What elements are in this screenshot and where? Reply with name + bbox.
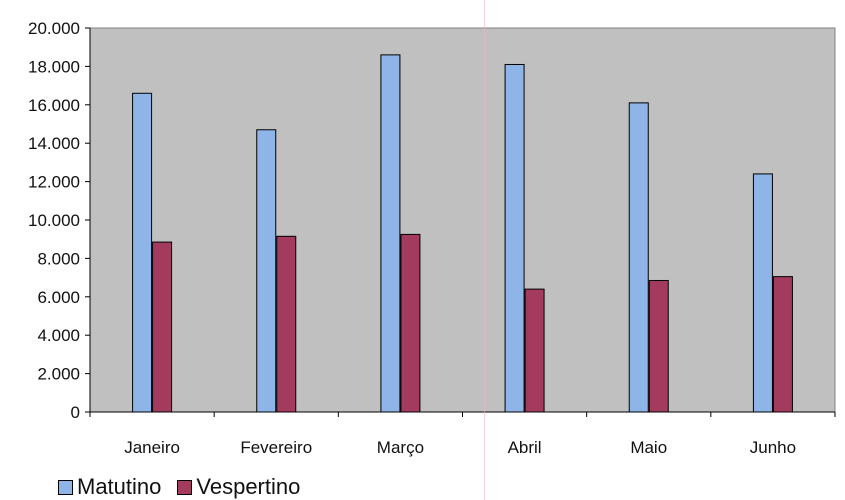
bar-vespertino-março — [400, 233, 421, 413]
x-category-label: Abril — [508, 438, 542, 457]
y-tick-label: 0 — [71, 403, 80, 422]
legend-swatch-vespertino — [177, 479, 193, 495]
bar-vespertino-janeiro — [152, 241, 173, 413]
y-tick-label: 4.000 — [37, 326, 80, 345]
y-tick-label: 18.000 — [28, 57, 80, 76]
y-tick-label: 16.000 — [28, 96, 80, 115]
bar-vespertino-abril — [524, 288, 545, 413]
x-category-label: Março — [377, 438, 424, 457]
y-tick-label: 14.000 — [28, 134, 80, 153]
bar-vespertino-maio — [648, 279, 669, 413]
legend-swatch-matutino — [58, 479, 73, 495]
legend-item-vespertino: Vespertino — [177, 474, 300, 500]
legend-label-vespertino: Vespertino — [196, 474, 301, 499]
y-tick-label: 8.000 — [37, 249, 80, 268]
x-category-label: Fevereiro — [240, 438, 312, 457]
bars — [132, 54, 793, 413]
plot-area — [89, 27, 836, 413]
bar-matutino-fevereiro — [256, 129, 277, 413]
y-tick-label: 6.000 — [37, 288, 80, 307]
bar-matutino-março — [380, 54, 401, 413]
x-category-label: Junho — [750, 438, 796, 457]
bar-matutino-janeiro — [132, 92, 153, 413]
y-tick-label: 12.000 — [28, 173, 80, 192]
bar-matutino-junho — [752, 173, 773, 413]
x-axis: Janeiro Fevereiro Março Abril Maio Junho — [89, 411, 836, 457]
y-tick-label: 2.000 — [37, 365, 80, 384]
x-category-label: Janeiro — [124, 438, 180, 457]
vertical-guide-line — [484, 0, 485, 500]
legend-item-matutino: Matutino — [58, 474, 161, 500]
bar-vespertino-fevereiro — [276, 235, 297, 413]
bar-matutino-abril — [504, 63, 525, 413]
bar-matutino-maio — [628, 102, 649, 413]
legend-label-matutino: Matutino — [77, 474, 162, 499]
y-tick-label: 10.000 — [28, 211, 80, 230]
bar-vespertino-junho — [772, 276, 793, 413]
x-category-label: Maio — [630, 438, 667, 457]
legend: Matutino Vespertino — [58, 474, 300, 500]
y-axis: 0 2.000 4.000 6.000 8.000 10.000 12.000 14.000 1… — [28, 19, 91, 422]
y-tick-label: 20.000 — [28, 19, 80, 38]
